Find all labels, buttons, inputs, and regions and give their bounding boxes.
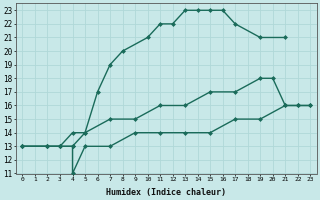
X-axis label: Humidex (Indice chaleur): Humidex (Indice chaleur) — [106, 188, 226, 197]
